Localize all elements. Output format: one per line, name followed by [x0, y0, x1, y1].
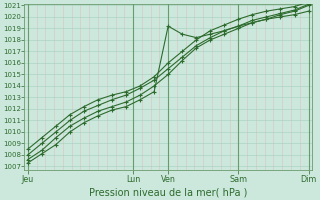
X-axis label: Pression niveau de la mer( hPa ): Pression niveau de la mer( hPa ) [89, 187, 247, 197]
